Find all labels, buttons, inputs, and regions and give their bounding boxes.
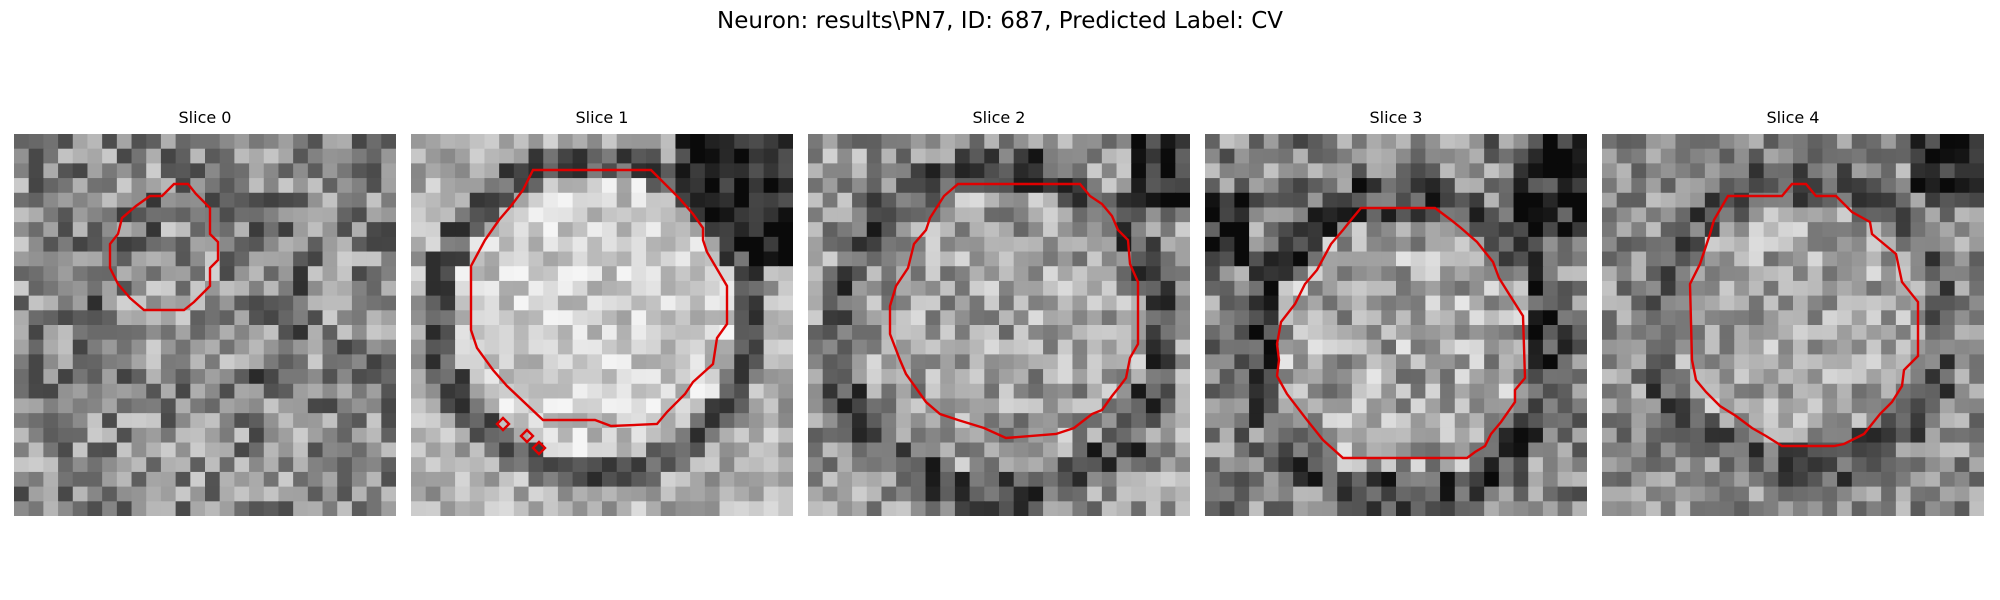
slice-image-3 <box>1205 134 1587 516</box>
slice-title-1: Slice 1 <box>575 108 629 127</box>
slice-image-2 <box>808 134 1190 516</box>
slice-panel-2: Slice 2 <box>808 108 1190 520</box>
marker-diamond-1 <box>519 428 535 444</box>
contour-outline-2 <box>888 182 1140 440</box>
slice-panel-4: Slice 4 <box>1602 108 1984 520</box>
contour-outline-1 <box>469 168 729 428</box>
slice-title-2: Slice 2 <box>972 108 1026 127</box>
slice-image-4 <box>1602 134 1984 516</box>
slice-panel-0: Slice 0 <box>14 108 396 520</box>
slice-image-0 <box>14 134 396 516</box>
slice-image-1 <box>411 134 793 516</box>
slice-title-3: Slice 3 <box>1369 108 1423 127</box>
marker-diamond-0 <box>495 416 511 432</box>
contour-outline-3 <box>1275 206 1527 460</box>
slice-title-0: Slice 0 <box>178 108 232 127</box>
contour-outline-0 <box>108 182 220 312</box>
slice-title-4: Slice 4 <box>1766 108 1820 127</box>
slice-panel-1: Slice 1 <box>411 108 793 520</box>
figure-title: Neuron: results\PN7, ID: 687, Predicted … <box>717 8 1283 34</box>
marker-diamond-2 <box>531 440 547 456</box>
slice-panel-3: Slice 3 <box>1205 108 1587 520</box>
contour-outline-4 <box>1688 182 1920 448</box>
